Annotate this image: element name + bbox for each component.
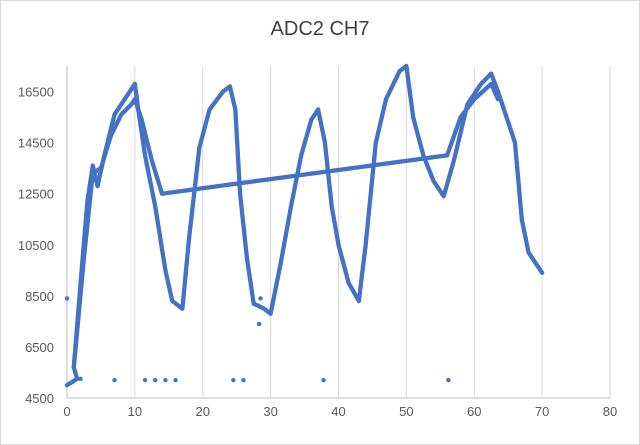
y-tick-label: 12500 xyxy=(18,187,54,202)
outlier-point xyxy=(256,321,262,327)
series-points xyxy=(64,63,545,388)
outlier-point xyxy=(163,377,168,383)
x-tick-label: 60 xyxy=(467,404,481,419)
y-tick-label: 10500 xyxy=(18,238,54,253)
axes xyxy=(66,66,610,399)
outlier-point xyxy=(231,377,236,383)
y-tick-label: 16500 xyxy=(18,85,54,100)
x-tick-label: 70 xyxy=(535,404,549,419)
x-tick-label: 20 xyxy=(196,404,210,419)
outlier-point xyxy=(258,296,263,301)
y-tick-label: 8500 xyxy=(25,289,54,304)
y-tick-label: 6500 xyxy=(25,340,54,355)
outlier-point xyxy=(241,377,246,383)
outlier-point xyxy=(173,377,178,383)
outlier-point xyxy=(446,377,451,383)
outlier-point xyxy=(153,377,158,383)
x-tick-label: 50 xyxy=(399,404,413,419)
x-tick-label: 30 xyxy=(263,404,277,419)
data-point xyxy=(539,270,545,276)
gridlines xyxy=(134,66,611,398)
chart-title: ADC2 CH7 xyxy=(270,18,370,40)
outlier-point xyxy=(64,296,70,301)
outlier-point xyxy=(112,377,117,383)
outlier-point xyxy=(78,376,83,382)
data-point xyxy=(495,97,501,102)
x-tick-label: 0 xyxy=(63,404,70,419)
outlier-point xyxy=(142,377,148,383)
tick-labels: 0 10 20 30 40 50 60 70 80 4500 6500 8500 10500 12500 1… xyxy=(18,85,617,419)
x-tick-label: 80 xyxy=(603,404,617,419)
x-tick-label: 40 xyxy=(331,404,345,419)
y-tick-label: 4500 xyxy=(25,391,54,406)
outlier-point xyxy=(321,377,326,383)
y-tick-label: 14500 xyxy=(18,136,54,151)
x-tick-label: 10 xyxy=(128,404,142,419)
